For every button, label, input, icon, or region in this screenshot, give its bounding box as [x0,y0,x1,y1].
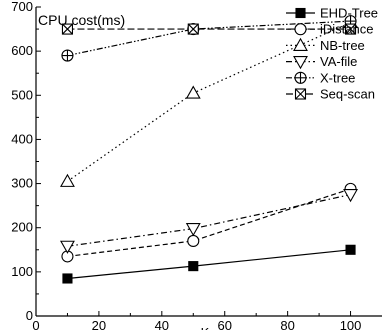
x-axis-ticks: 0 20 40 60 80 100 [32,311,361,330]
y-tick-label: 100 [11,264,33,279]
series-va-file [60,189,358,254]
x-tick-label: 40 [155,318,169,330]
y-tick-label: 700 [11,0,33,14]
legend-marker [294,88,307,100]
legend-label: VA-file [320,54,357,69]
y-tick-label: 200 [11,220,33,235]
data-point [345,244,356,255]
series-line [67,249,351,280]
legend-item: iDistance [286,22,373,37]
series-line [67,21,351,182]
legend-item: Seq-scan [286,87,375,102]
data-point [188,261,199,272]
legend-item: NB-tree [286,37,365,53]
x-axis-label: K [201,325,210,330]
data-point [344,23,357,35]
y-tick-label: 300 [11,176,33,191]
legend-label: X-tree [320,70,355,85]
x-tick-label: 20 [92,318,106,330]
x-tick-label: 60 [217,318,231,330]
x-tick-label: 0 [32,318,39,330]
legend-marker [294,71,307,84]
legend-label: iDistance [320,22,373,37]
y-axis-ticks: 0 100 200 300 400 500 600 700 [11,0,41,323]
legend-item: VA-file [286,54,357,70]
legend-marker [293,37,308,51]
legend-label: EHD-Tree [320,6,378,21]
series-ehd-tree [62,244,356,284]
series-line [67,188,351,258]
data-point [187,23,199,35]
x-tick-label: 100 [340,318,362,330]
legend-marker [293,56,308,70]
data-point [343,189,358,203]
y-tick-label: 0 [26,308,33,323]
data-point [60,173,75,187]
y-tick-label: 400 [11,131,33,146]
legend-item: EHD-Tree [286,6,378,21]
y-tick-label: 500 [11,87,33,102]
data-point [60,240,75,254]
data-point [62,273,73,284]
chart-title: CPU cost(ms) [38,12,125,28]
legend-marker [295,7,306,19]
series-idistance [61,182,357,263]
data-point [61,49,74,62]
series-group [60,14,358,284]
legend-label: Seq-scan [320,87,375,102]
legend-label: NB-tree [320,38,365,53]
data-point [187,234,200,248]
y-tick-label: 600 [11,43,33,58]
data-point [185,85,201,99]
x-tick-label: 80 [280,318,294,330]
data-point [61,23,74,35]
series-line [67,194,351,247]
legend-item: X-tree [286,70,355,85]
data-point [185,223,201,237]
legend-marker [294,23,307,36]
series-nb-tree [60,14,358,187]
